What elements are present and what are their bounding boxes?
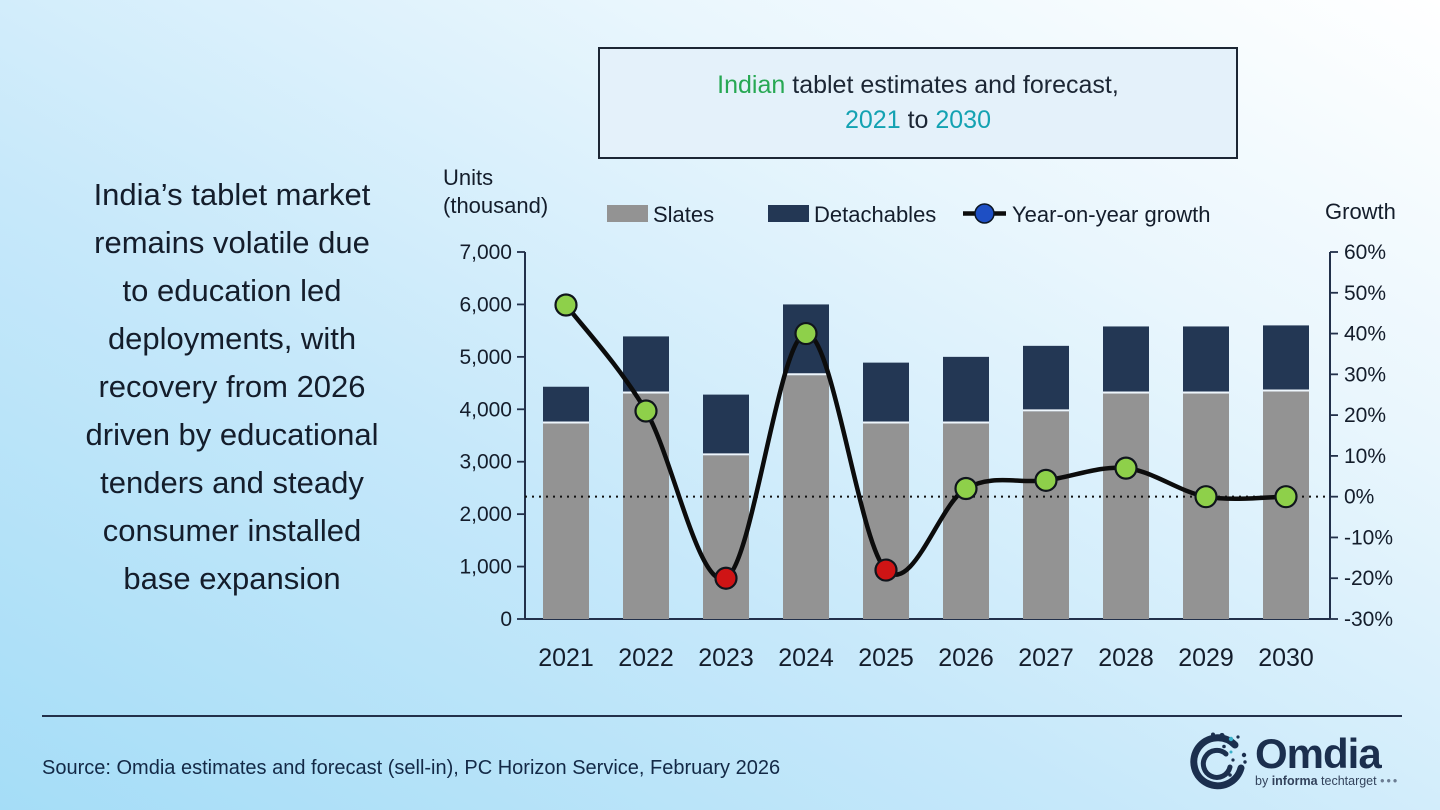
right-axis-tick-label: -30% — [1344, 608, 1393, 631]
growth-marker-2025 — [874, 558, 898, 582]
growth-marker-2022 — [634, 399, 658, 423]
x-axis-label: 2028 — [1098, 644, 1154, 672]
x-axis-label: 2022 — [618, 644, 674, 672]
right-axis-tick-label: 30% — [1344, 363, 1386, 386]
right-axis-tick-label: 60% — [1344, 241, 1386, 264]
bar-slates-2022 — [623, 393, 669, 619]
left-axis-title: Units (thousand) — [443, 164, 548, 220]
bar-slates-2025 — [863, 423, 909, 619]
legend-label-slates: Slates — [653, 202, 714, 227]
growth-marker-2028 — [1114, 456, 1138, 480]
bar-slates-2027 — [1023, 411, 1069, 619]
title-year-end: 2030 — [935, 106, 991, 134]
bar-detachables-2023 — [703, 394, 749, 456]
footer-divider — [42, 715, 1402, 717]
x-axis-label: 2029 — [1178, 644, 1234, 672]
omdia-wordmark: Omdia — [1255, 730, 1382, 777]
bar-slates-2028 — [1103, 393, 1149, 619]
bar-detachables-2028 — [1103, 326, 1149, 394]
right-axis-tick-label: -20% — [1344, 567, 1393, 590]
right-axis-title: Growth — [1325, 199, 1396, 224]
bar-slates-2021 — [543, 423, 589, 619]
tagline-informa: informa — [1271, 774, 1318, 788]
right-axis-tick-label: -10% — [1344, 526, 1393, 549]
x-axis-label: 2023 — [698, 644, 754, 672]
left-axis-tick-label: 1,000 — [459, 556, 512, 579]
growth-marker-2023 — [714, 566, 738, 590]
legend-marker-growth — [974, 203, 995, 224]
left-axis-tick-label: 4,000 — [459, 398, 512, 421]
growth-marker-2029 — [1194, 485, 1218, 509]
left-axis-title-line2: (thousand) — [443, 193, 549, 218]
chart-title-line1: Indian tablet estimates and forecast, — [717, 68, 1119, 103]
growth-marker-2026 — [954, 476, 978, 501]
left-axis-tick-label: 5,000 — [459, 346, 512, 369]
x-axis-label: 2026 — [938, 644, 994, 672]
growth-line — [563, 302, 1289, 582]
left-axis-tick-label: 3,000 — [459, 451, 512, 474]
omdia-logo-text: Omdia by informa techtarget ••• — [1255, 730, 1399, 789]
title-highlight: Indian — [717, 71, 786, 99]
bar-detachables-2029 — [1183, 326, 1229, 394]
title-to: to — [900, 106, 936, 134]
right-axis-tick-label: 20% — [1344, 404, 1386, 427]
chart-title-box: Indian tablet estimates and forecast, 20… — [598, 47, 1238, 159]
bar-slates-2026 — [943, 423, 989, 619]
bar-detachables-2025 — [863, 362, 909, 424]
growth-marker-2021 — [554, 293, 578, 317]
omdia-tagline: by informa techtarget ••• — [1255, 774, 1399, 788]
legend-swatch-detachables — [768, 205, 809, 222]
bar-detachables-2027 — [1023, 345, 1069, 412]
right-axis-tick-label: 0% — [1344, 486, 1374, 509]
x-axis-label: 2025 — [858, 644, 914, 672]
legend-label-growth: Year-on-year growth — [1012, 202, 1211, 227]
x-axis-label: 2027 — [1018, 644, 1074, 672]
legend-swatch-slates — [607, 205, 648, 222]
left-axis-tick-label: 7,000 — [459, 241, 512, 264]
chart: 0 1,000 2,000 3,000 4,000 5,000 6,000 7,000 -30%… — [459, 202, 1393, 672]
legend-label-detachables: Detachables — [814, 202, 936, 227]
left-axis-title-line1: Units — [443, 165, 494, 190]
growth-marker-2024 — [794, 321, 818, 346]
right-axis-tick-label: 50% — [1344, 282, 1386, 305]
source-note: Source: Omdia estimates and forecast (se… — [42, 757, 781, 779]
left-axis-tick-label: 6,000 — [459, 293, 512, 316]
tagline-by: by — [1255, 774, 1269, 788]
key-message: India’s tablet market remains volatile d… — [85, 177, 379, 596]
right-axis-tick-label: 40% — [1344, 323, 1386, 346]
growth-marker-2030 — [1274, 485, 1298, 509]
bar-detachables-2026 — [943, 356, 989, 424]
bar-detachables-2030 — [1263, 325, 1309, 392]
bar-detachables-2021 — [543, 386, 589, 424]
tagline-dots-icon: ••• — [1380, 774, 1400, 788]
chart-title-line2: 2021 to 2030 — [845, 103, 991, 138]
bar-slates-2023 — [703, 455, 749, 619]
x-axis-label: 2030 — [1258, 644, 1314, 672]
tagline-techtarget: techtarget — [1321, 774, 1377, 788]
left-axis-tick-label: 2,000 — [459, 503, 512, 526]
omdia-logo: Omdia by informa techtarget ••• — [1186, 731, 1399, 793]
title-year-start: 2021 — [845, 106, 901, 134]
x-axis-label: 2024 — [778, 644, 834, 672]
x-axis-label: 2021 — [538, 644, 594, 672]
right-axis-tick-label: 10% — [1344, 445, 1386, 468]
title-rest: tablet estimates and forecast, — [785, 71, 1119, 99]
left-axis-tick-label: 0 — [500, 608, 512, 631]
omdia-logo-icon — [1190, 732, 1247, 790]
growth-marker-2027 — [1034, 468, 1058, 492]
